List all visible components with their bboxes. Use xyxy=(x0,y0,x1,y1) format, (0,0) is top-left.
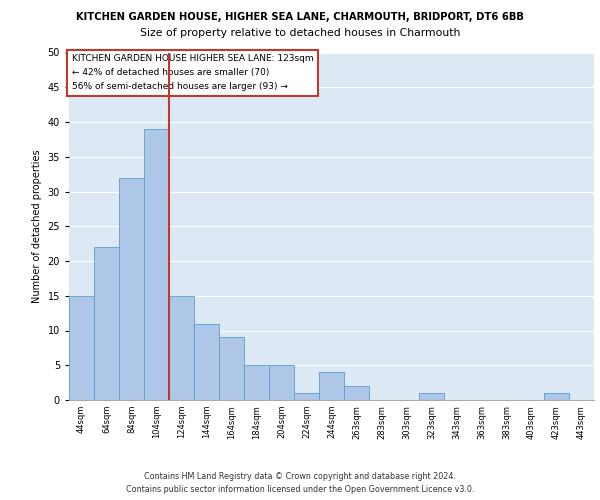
Bar xyxy=(544,393,569,400)
Bar xyxy=(244,365,269,400)
Text: Size of property relative to detached houses in Charmouth: Size of property relative to detached ho… xyxy=(140,28,460,38)
Bar xyxy=(119,178,144,400)
Text: KITCHEN GARDEN HOUSE HIGHER SEA LANE: 123sqm
← 42% of detached houses are smalle: KITCHEN GARDEN HOUSE HIGHER SEA LANE: 12… xyxy=(71,54,313,91)
Bar xyxy=(269,365,294,400)
Bar xyxy=(219,338,244,400)
Bar xyxy=(319,372,344,400)
Bar xyxy=(194,324,219,400)
Bar xyxy=(144,129,169,400)
Bar xyxy=(419,393,444,400)
Text: KITCHEN GARDEN HOUSE, HIGHER SEA LANE, CHARMOUTH, BRIDPORT, DT6 6BB: KITCHEN GARDEN HOUSE, HIGHER SEA LANE, C… xyxy=(76,12,524,22)
Bar xyxy=(169,296,194,400)
Text: Contains HM Land Registry data © Crown copyright and database right 2024.: Contains HM Land Registry data © Crown c… xyxy=(144,472,456,481)
Bar xyxy=(294,393,319,400)
Y-axis label: Number of detached properties: Number of detached properties xyxy=(32,150,42,303)
Bar xyxy=(94,247,119,400)
Text: Contains public sector information licensed under the Open Government Licence v3: Contains public sector information licen… xyxy=(126,484,474,494)
Bar xyxy=(344,386,369,400)
Bar xyxy=(69,296,94,400)
